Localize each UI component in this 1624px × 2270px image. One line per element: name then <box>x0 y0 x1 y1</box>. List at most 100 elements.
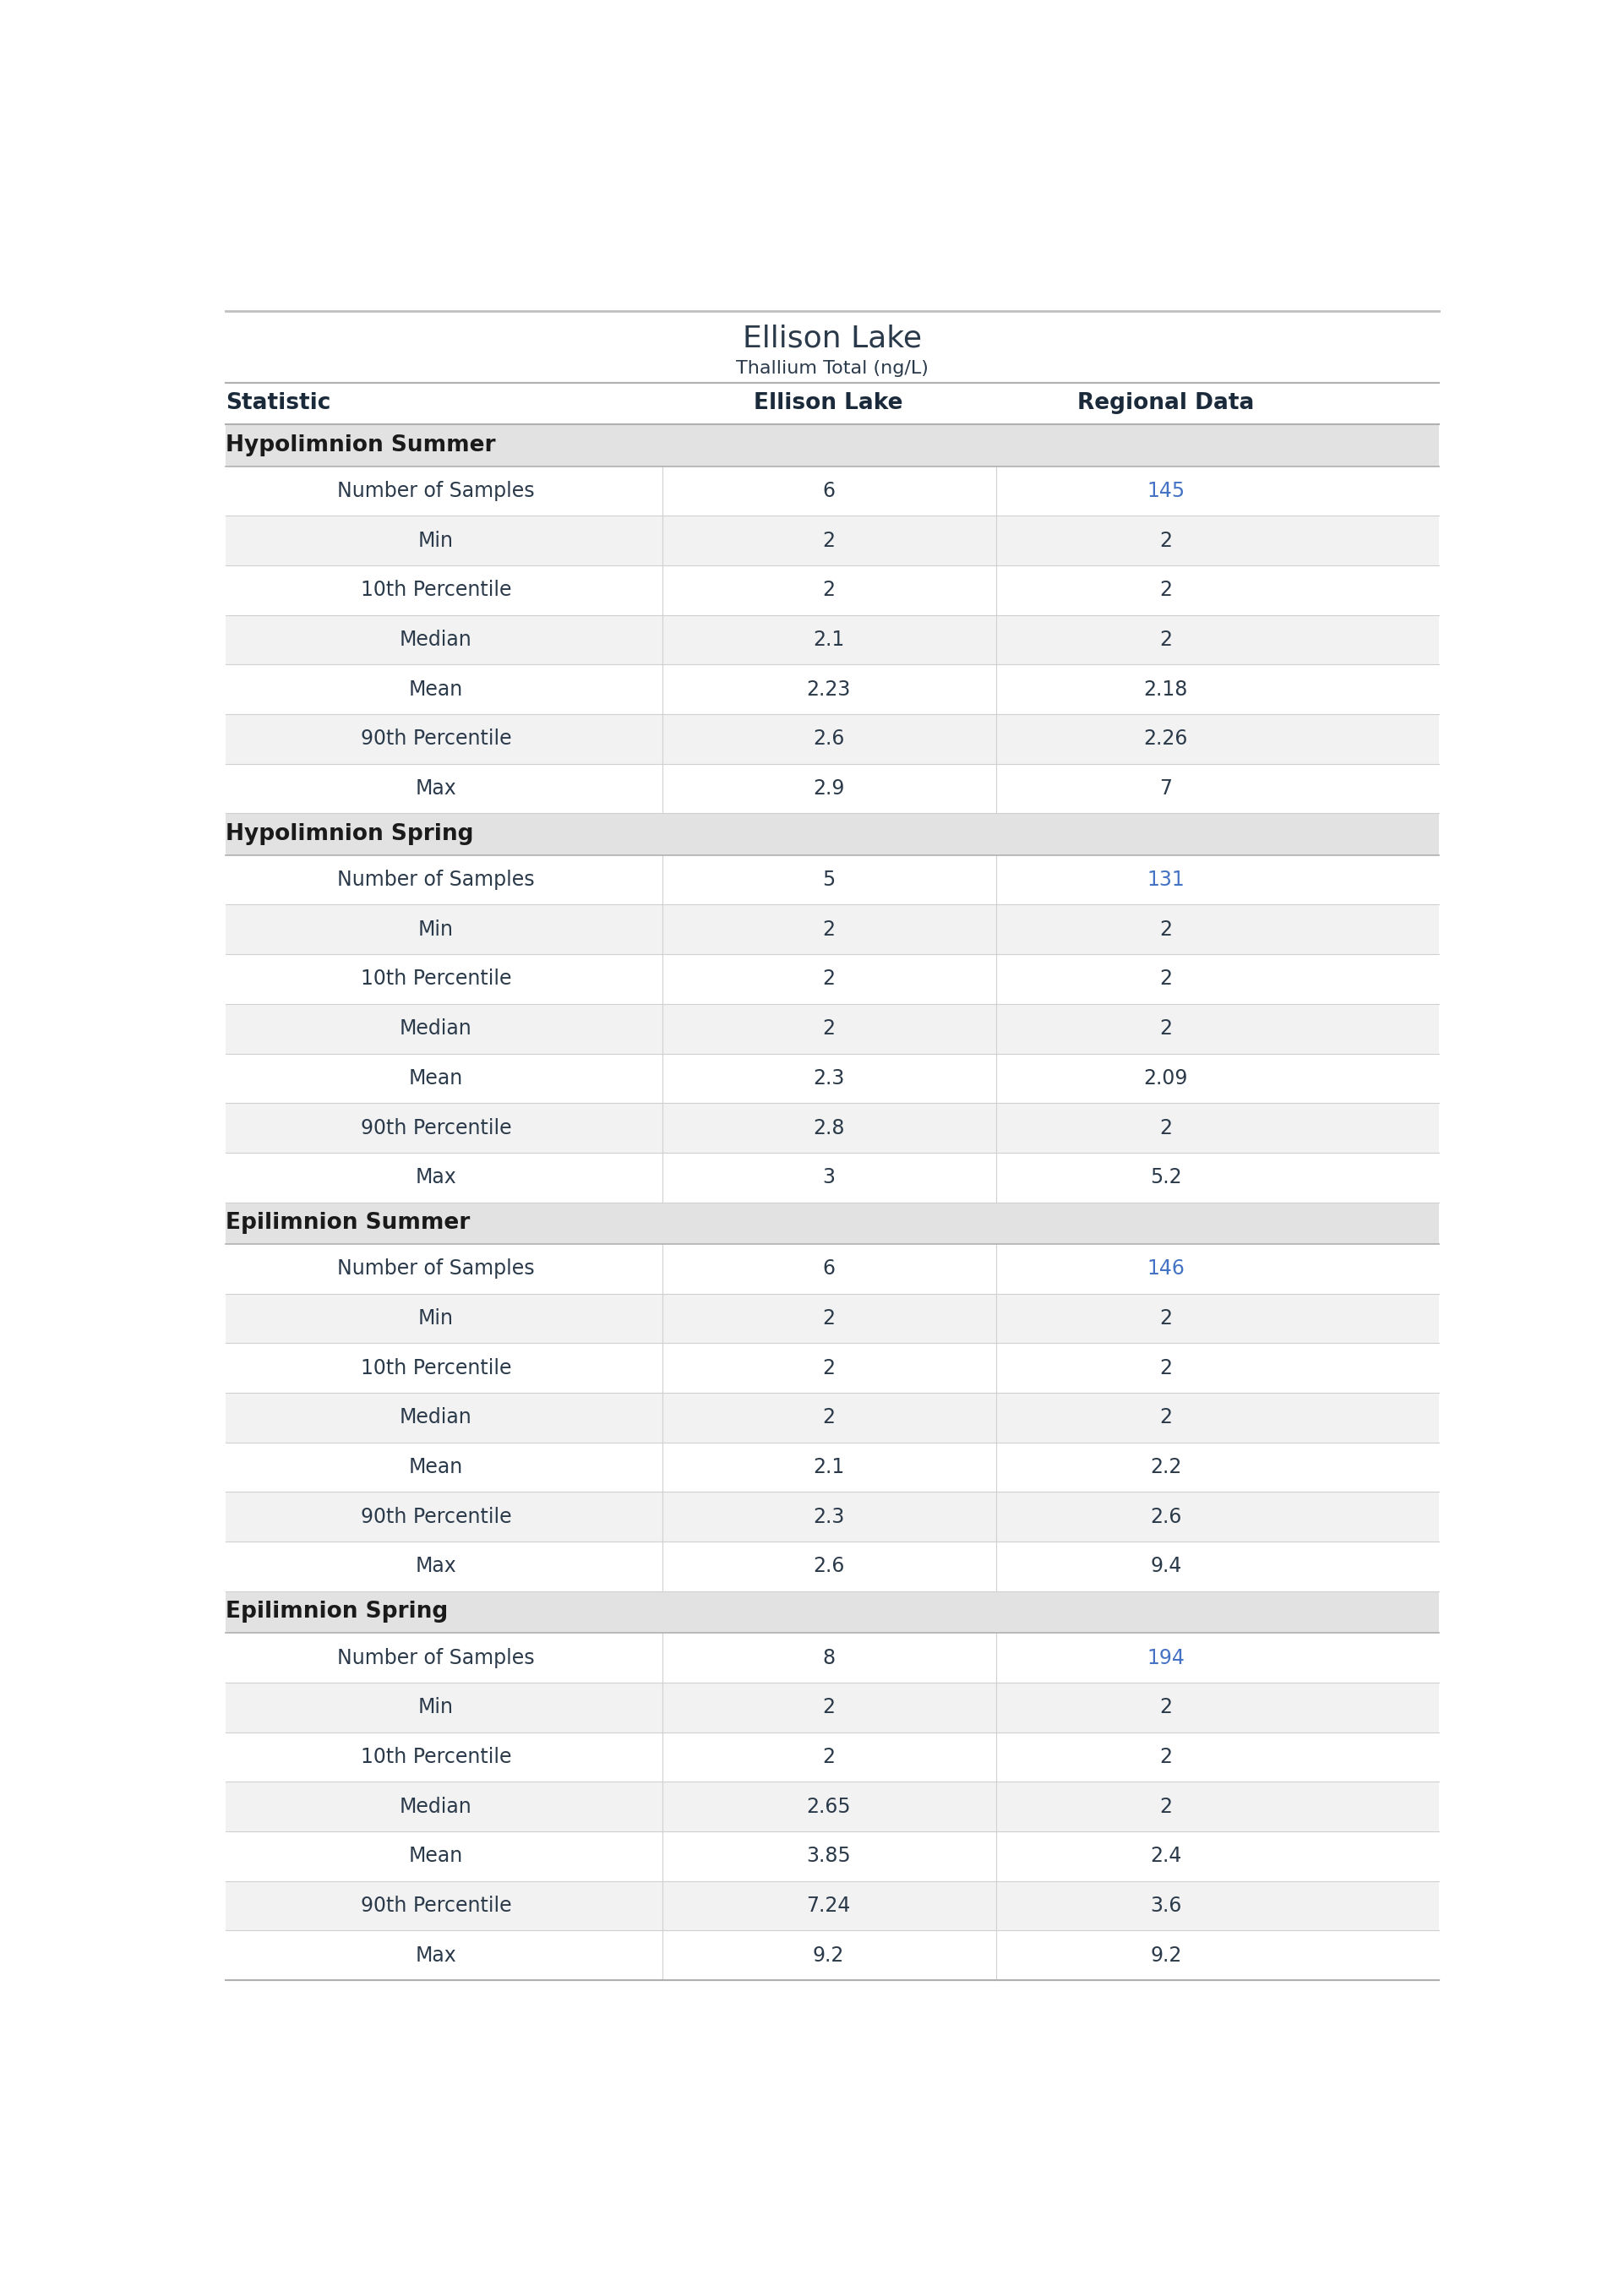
Text: 2: 2 <box>822 581 835 599</box>
Text: 2.18: 2.18 <box>1143 679 1189 699</box>
Text: 90th Percentile: 90th Percentile <box>361 1117 512 1137</box>
Text: Epilimnion Summer: Epilimnion Summer <box>226 1212 469 1235</box>
Text: 145: 145 <box>1147 481 1186 502</box>
Bar <box>226 813 1439 856</box>
Text: Ellison Lake: Ellison Lake <box>754 393 903 415</box>
Text: 2: 2 <box>822 1748 835 1766</box>
Bar <box>226 1591 1439 1632</box>
Text: 9.2: 9.2 <box>812 1945 844 1966</box>
Text: 2.9: 2.9 <box>812 779 844 799</box>
Text: Hypolimnion Summer: Hypolimnion Summer <box>226 434 495 456</box>
Text: 3.6: 3.6 <box>1150 1895 1182 1916</box>
Text: 90th Percentile: 90th Percentile <box>361 729 512 749</box>
Bar <box>226 1682 1439 1732</box>
Text: 2: 2 <box>1160 1748 1173 1766</box>
Text: Statistic: Statistic <box>226 393 331 415</box>
Text: Min: Min <box>417 1308 453 1328</box>
Text: 2: 2 <box>822 1357 835 1378</box>
Bar <box>226 1003 1439 1053</box>
Bar <box>226 906 1439 953</box>
Text: 2: 2 <box>1160 1796 1173 1816</box>
Bar <box>226 515 1439 565</box>
Text: Max: Max <box>416 1167 456 1187</box>
Text: 2.23: 2.23 <box>807 679 851 699</box>
Text: 6: 6 <box>822 481 835 502</box>
Text: Regional Data: Regional Data <box>1077 393 1254 415</box>
Text: 2: 2 <box>822 1019 835 1040</box>
Text: Median: Median <box>400 1019 473 1040</box>
Text: 2.26: 2.26 <box>1143 729 1189 749</box>
Text: 2.65: 2.65 <box>806 1796 851 1816</box>
Bar <box>226 1294 1439 1344</box>
Text: Number of Samples: Number of Samples <box>338 869 534 890</box>
Bar <box>226 1491 1439 1541</box>
Text: 2.8: 2.8 <box>812 1117 844 1137</box>
Text: 2: 2 <box>822 1698 835 1718</box>
Text: 131: 131 <box>1147 869 1186 890</box>
Text: 10th Percentile: 10th Percentile <box>361 1357 512 1378</box>
Text: Median: Median <box>400 1407 473 1428</box>
Text: 146: 146 <box>1147 1258 1186 1278</box>
Text: Min: Min <box>417 1698 453 1718</box>
Text: 2.1: 2.1 <box>812 629 844 649</box>
Text: 2: 2 <box>822 531 835 552</box>
Text: Hypolimnion Spring: Hypolimnion Spring <box>226 824 474 844</box>
Text: 2: 2 <box>1160 1019 1173 1040</box>
Text: 3.85: 3.85 <box>806 1846 851 1866</box>
Bar <box>226 715 1439 763</box>
Text: 2: 2 <box>1160 969 1173 990</box>
Text: 2.6: 2.6 <box>812 1557 844 1578</box>
Text: 2: 2 <box>822 969 835 990</box>
Text: Min: Min <box>417 531 453 552</box>
Text: 194: 194 <box>1147 1648 1186 1668</box>
Text: Median: Median <box>400 629 473 649</box>
Text: 90th Percentile: 90th Percentile <box>361 1895 512 1916</box>
Text: 2: 2 <box>1160 581 1173 599</box>
Text: Mean: Mean <box>409 1069 463 1087</box>
Text: 9.2: 9.2 <box>1150 1945 1182 1966</box>
Bar <box>226 1782 1439 1832</box>
Text: 3: 3 <box>822 1167 835 1187</box>
Text: Max: Max <box>416 1557 456 1578</box>
Text: 2.3: 2.3 <box>812 1069 844 1087</box>
Text: 10th Percentile: 10th Percentile <box>361 1748 512 1766</box>
Bar <box>226 1882 1439 1930</box>
Text: 6: 6 <box>822 1258 835 1278</box>
Text: 7.24: 7.24 <box>807 1895 851 1916</box>
Text: 2: 2 <box>822 1407 835 1428</box>
Text: 2: 2 <box>1160 1357 1173 1378</box>
Text: Number of Samples: Number of Samples <box>338 1648 534 1668</box>
Text: Thallium Total (ng/L): Thallium Total (ng/L) <box>736 361 929 377</box>
Bar <box>226 615 1439 665</box>
Text: 2: 2 <box>1160 1407 1173 1428</box>
Text: Mean: Mean <box>409 1846 463 1866</box>
Text: 90th Percentile: 90th Percentile <box>361 1507 512 1528</box>
Bar <box>226 1394 1439 1441</box>
Text: Min: Min <box>417 919 453 940</box>
Bar <box>226 1103 1439 1153</box>
Text: 5.2: 5.2 <box>1150 1167 1182 1187</box>
Text: Number of Samples: Number of Samples <box>338 1258 534 1278</box>
Text: 9.4: 9.4 <box>1150 1557 1182 1578</box>
Bar <box>226 424 1439 465</box>
Text: Epilimnion Spring: Epilimnion Spring <box>226 1600 448 1623</box>
Text: 2.09: 2.09 <box>1143 1069 1189 1087</box>
Text: 2: 2 <box>1160 1117 1173 1137</box>
Text: 7: 7 <box>1160 779 1173 799</box>
Text: 10th Percentile: 10th Percentile <box>361 969 512 990</box>
Text: 2: 2 <box>1160 1308 1173 1328</box>
Text: Mean: Mean <box>409 1457 463 1478</box>
Text: Ellison Lake: Ellison Lake <box>742 325 922 352</box>
Text: 2.1: 2.1 <box>812 1457 844 1478</box>
Text: Median: Median <box>400 1796 473 1816</box>
Bar <box>226 1203 1439 1244</box>
Text: 10th Percentile: 10th Percentile <box>361 581 512 599</box>
Text: 2.4: 2.4 <box>1150 1846 1182 1866</box>
Text: 2: 2 <box>1160 1698 1173 1718</box>
Text: Max: Max <box>416 1945 456 1966</box>
Text: 2: 2 <box>822 1308 835 1328</box>
Text: 2.3: 2.3 <box>812 1507 844 1528</box>
Text: 2: 2 <box>822 919 835 940</box>
Text: Max: Max <box>416 779 456 799</box>
Text: Mean: Mean <box>409 679 463 699</box>
